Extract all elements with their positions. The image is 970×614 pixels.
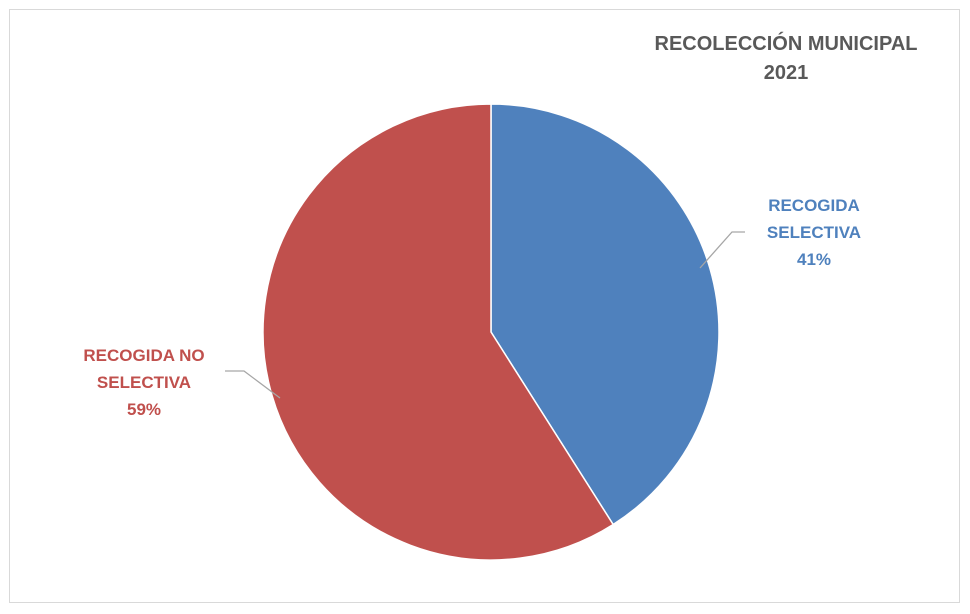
slice-label-selectiva-line-2: SELECTIVA <box>767 223 861 242</box>
chart-title-line-1: RECOLECCIÓN MUNICIPAL <box>655 31 918 55</box>
slice-percent-no-selectiva: 59% <box>127 400 161 419</box>
slice-label-no-selectiva-line-2: SELECTIVA <box>97 373 191 392</box>
pie-slice-selectiva <box>490 103 720 526</box>
pie-slice-no-selectiva <box>262 103 615 561</box>
leader-line-selectiva <box>699 231 745 269</box>
leader-line-no-selectiva <box>225 370 281 399</box>
slice-label-no-selectiva-line-1: RECOGIDA NO <box>83 346 204 365</box>
chart-title-line-2: 2021 <box>764 62 809 84</box>
slice-percent-selectiva: 41% <box>797 250 831 269</box>
pie-slices <box>262 103 720 561</box>
slice-label-selectiva-line-1: RECOGIDA <box>768 196 860 215</box>
